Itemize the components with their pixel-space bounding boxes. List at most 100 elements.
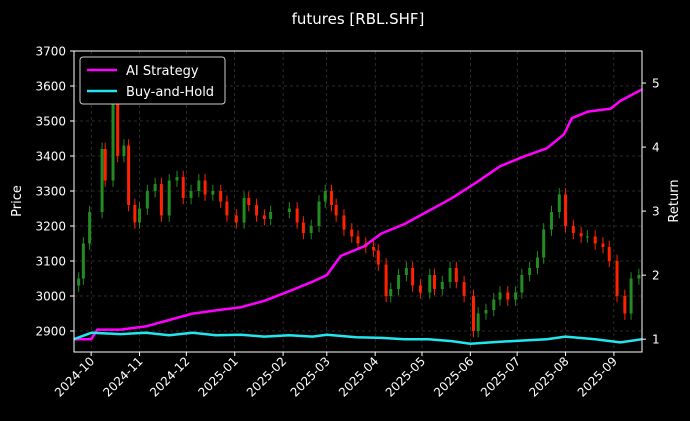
candle-body — [440, 282, 444, 289]
candle-body — [153, 184, 157, 191]
candle-body — [418, 285, 422, 293]
candle-body — [225, 201, 229, 216]
candle-body — [317, 201, 321, 226]
y-tick-label: 3200 — [35, 220, 66, 234]
candle-body — [295, 208, 299, 223]
candle-body — [301, 222, 305, 233]
y-tick-label: 3400 — [35, 150, 66, 164]
candle-body — [329, 191, 333, 205]
candle-body — [528, 268, 532, 275]
candle-body — [334, 205, 338, 216]
candle-body — [122, 145, 126, 156]
candle-body — [476, 313, 480, 331]
candle-body — [471, 296, 475, 331]
candle-body — [219, 191, 223, 202]
candle-body — [549, 212, 553, 230]
legend-label-ai-strategy: AI Strategy — [126, 64, 199, 79]
candle-body — [520, 275, 524, 293]
candle-body — [593, 236, 597, 244]
x-tick-label: 2025-01 — [195, 354, 240, 399]
candle-body — [133, 205, 137, 223]
series-lines — [73, 88, 643, 345]
candle-body — [629, 278, 633, 314]
x-tick-label: 2025-09 — [575, 354, 620, 399]
candle-body — [145, 191, 149, 209]
candle-body — [571, 226, 575, 233]
x-tick-label: 2025-04 — [336, 354, 381, 399]
plot-frame — [73, 50, 643, 353]
candle-body — [81, 243, 85, 279]
candle-body — [350, 229, 354, 237]
y-right-tick-label: 5 — [652, 77, 660, 91]
candle-body — [234, 215, 238, 223]
candle-body — [601, 243, 605, 247]
candle-body — [167, 180, 171, 216]
candle-body — [376, 250, 380, 265]
candle-body — [181, 177, 185, 198]
candles — [77, 97, 641, 338]
candle-body — [462, 282, 466, 296]
legend-label-buy-and-hold: Buy-and-Hold — [126, 85, 214, 100]
x-tick-label: 2025-06 — [431, 354, 476, 399]
y-tick-label: 3500 — [35, 115, 66, 129]
x-tick-label: 2024-12 — [147, 354, 192, 399]
candle-body — [514, 292, 518, 300]
x-tick-label: 2024-10 — [52, 354, 97, 399]
candle-body — [448, 268, 452, 282]
candle-body — [579, 233, 583, 237]
candle-body — [492, 299, 496, 310]
candle-body — [484, 310, 488, 314]
candle-body — [428, 275, 432, 293]
candle-body — [564, 194, 568, 226]
y-right-tick-label: 1 — [652, 333, 660, 347]
x-tick-label: 2025-08 — [526, 354, 571, 399]
y-tick-label: 3100 — [35, 255, 66, 269]
series-line-buy-and-hold — [73, 331, 643, 345]
candle-body — [615, 261, 619, 296]
candle-body — [127, 145, 131, 205]
candle-body — [607, 247, 611, 261]
candle-body — [498, 292, 502, 300]
legend: AI Strategy Buy-and-Hold — [79, 56, 226, 105]
candle-body — [116, 103, 120, 156]
y-axis-label: Price — [10, 185, 25, 217]
series-line-ai-strategy — [74, 88, 643, 341]
candle-body — [88, 212, 92, 244]
candle-body — [323, 191, 327, 202]
y-tick-label: 2900 — [35, 325, 66, 339]
candle-body — [372, 247, 376, 251]
y-axis-label-right: Return — [667, 179, 682, 222]
candle-body — [411, 268, 415, 286]
candle-body — [384, 264, 388, 296]
candle-body — [103, 149, 107, 181]
chart-title: futures [RBL.SHF] — [292, 10, 425, 28]
y-right-tick-label: 2 — [652, 269, 660, 283]
candle-body — [242, 198, 246, 223]
y-tick-label: 3600 — [35, 80, 66, 94]
x-tick-label: 2024-11 — [100, 354, 145, 399]
x-tick-label: 2025-05 — [383, 354, 428, 399]
candle-body — [432, 275, 436, 289]
candle-body — [111, 103, 115, 181]
candle-body — [454, 268, 458, 282]
candle-body — [138, 208, 142, 223]
x-tick-label: 2025-07 — [478, 354, 523, 399]
candle-body — [397, 275, 401, 289]
candle-body — [269, 212, 273, 219]
y-tick-label: 3300 — [35, 185, 66, 199]
candle-body — [77, 278, 81, 286]
candle-body — [247, 198, 251, 205]
candle-body — [542, 229, 546, 258]
candle-body — [404, 268, 408, 275]
candle-body — [211, 191, 215, 195]
candle-body — [175, 177, 179, 181]
candle-body — [287, 208, 291, 212]
candle-body — [159, 184, 163, 216]
x-tick-label: 2025-02 — [244, 354, 289, 399]
candle-body — [356, 236, 360, 244]
y-right-tick-label: 3 — [652, 205, 660, 219]
candle-body — [255, 205, 259, 216]
y-right-tick-label: 4 — [652, 141, 660, 155]
